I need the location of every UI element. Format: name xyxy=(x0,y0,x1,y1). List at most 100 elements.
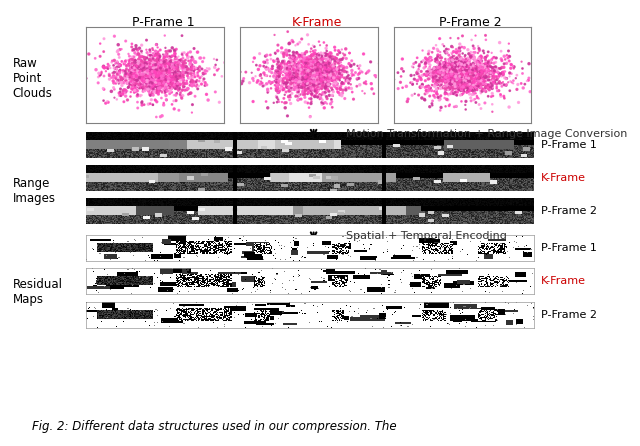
Point xyxy=(122,66,132,73)
Point xyxy=(467,72,477,79)
Point xyxy=(151,70,161,77)
Point xyxy=(303,72,314,79)
Point xyxy=(152,70,162,78)
Point xyxy=(298,72,308,79)
Point xyxy=(472,61,483,68)
Point xyxy=(470,74,481,81)
Point xyxy=(139,101,149,108)
Point xyxy=(295,73,305,80)
Point xyxy=(143,60,154,67)
Point xyxy=(295,72,305,79)
Point xyxy=(458,71,468,78)
Point xyxy=(150,71,160,78)
Point xyxy=(159,64,169,71)
Point xyxy=(145,62,156,69)
Point xyxy=(163,70,173,77)
Point xyxy=(157,65,167,72)
Point xyxy=(302,66,312,73)
Point xyxy=(459,62,469,69)
Point xyxy=(499,95,509,102)
Point xyxy=(150,70,160,77)
Point xyxy=(299,75,309,83)
Point xyxy=(497,79,507,87)
Point xyxy=(314,70,324,78)
Point xyxy=(445,67,455,74)
Point xyxy=(307,67,317,74)
Point xyxy=(84,50,94,58)
Point xyxy=(305,72,315,79)
Point xyxy=(154,59,164,66)
Point xyxy=(303,70,313,77)
Point xyxy=(284,70,294,77)
Point xyxy=(261,66,271,73)
Point xyxy=(298,84,308,91)
Point xyxy=(457,70,467,77)
Point xyxy=(299,65,309,72)
Point xyxy=(155,58,165,66)
Point xyxy=(305,78,315,86)
Point xyxy=(436,71,447,78)
Point xyxy=(294,64,305,71)
Point xyxy=(161,63,172,70)
Point xyxy=(308,73,318,80)
Point xyxy=(157,69,168,76)
Point xyxy=(128,63,138,70)
Point xyxy=(138,71,148,78)
Point xyxy=(306,72,316,79)
Point xyxy=(317,70,328,78)
Point xyxy=(150,71,161,78)
Point xyxy=(452,68,463,75)
Point xyxy=(308,74,319,81)
Point xyxy=(443,67,453,74)
Point xyxy=(155,77,165,84)
Point xyxy=(323,72,333,79)
Point xyxy=(146,74,156,81)
Point xyxy=(457,71,467,78)
Point xyxy=(151,71,161,78)
Point xyxy=(167,52,177,59)
Point xyxy=(314,73,324,80)
Point xyxy=(156,72,166,79)
Point xyxy=(164,73,174,80)
Point xyxy=(337,46,347,53)
Point xyxy=(451,72,461,79)
Point xyxy=(454,72,464,79)
Point xyxy=(463,66,473,74)
Point xyxy=(140,77,150,84)
Point xyxy=(143,71,153,78)
Point xyxy=(299,74,309,81)
Point xyxy=(309,71,319,78)
Point xyxy=(301,68,311,75)
Point xyxy=(329,73,339,80)
Point xyxy=(445,77,456,84)
Point xyxy=(299,65,309,72)
Point xyxy=(454,69,465,76)
Point xyxy=(458,71,468,78)
Point xyxy=(454,75,465,83)
Point xyxy=(266,65,276,72)
Point xyxy=(456,72,467,79)
Point xyxy=(446,78,456,86)
Point xyxy=(287,78,297,85)
Point xyxy=(134,76,145,83)
Point xyxy=(303,75,313,83)
Point xyxy=(304,70,314,78)
Point xyxy=(138,62,148,70)
Point xyxy=(461,69,472,76)
Point xyxy=(469,54,479,61)
Point xyxy=(458,83,468,90)
Point xyxy=(304,74,314,82)
Point xyxy=(305,67,316,74)
Point xyxy=(499,93,509,100)
Point xyxy=(150,71,160,78)
Point xyxy=(282,74,292,81)
Point xyxy=(457,71,467,78)
Point xyxy=(310,74,321,81)
Point xyxy=(178,70,188,77)
Point xyxy=(184,68,195,75)
Point xyxy=(431,73,441,80)
Point xyxy=(317,96,328,103)
Point xyxy=(314,80,324,87)
Point xyxy=(459,71,469,78)
Point xyxy=(457,72,467,79)
